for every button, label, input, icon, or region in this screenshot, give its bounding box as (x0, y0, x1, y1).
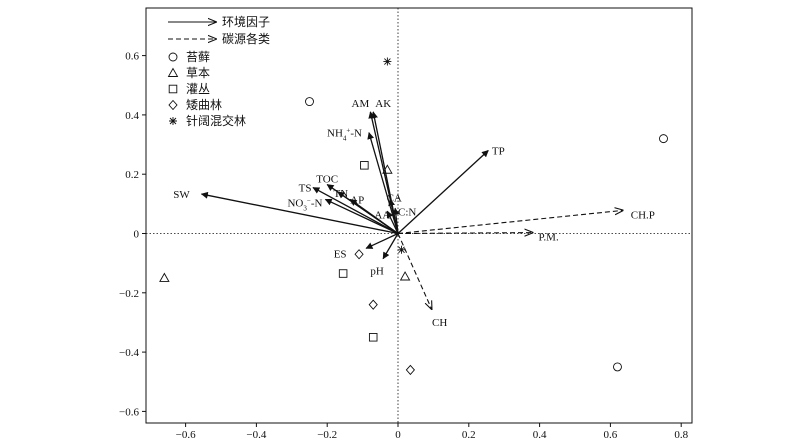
diamond-marker (405, 364, 415, 376)
square-marker (368, 333, 378, 342)
vector-label: TN (333, 188, 348, 200)
x-tick-label: 0.4 (533, 429, 547, 441)
legend-marker-label: 苔藓 (186, 50, 210, 64)
vector-label: C:N (398, 206, 416, 218)
circle-marker (613, 362, 622, 372)
y-tick-label: 0.4 (125, 110, 139, 122)
x-tick-label: −0.2 (317, 429, 337, 441)
y-tick-label: 0 (134, 229, 140, 241)
x-tick-label: 0 (395, 429, 401, 441)
x-tick-label: −0.6 (176, 429, 196, 441)
x-tick-label: 0.2 (462, 429, 476, 441)
env-vector-arrow (397, 150, 489, 234)
x-tick-label: −0.4 (246, 429, 266, 441)
legend-diamond-marker (168, 99, 178, 111)
vector-label: AK (375, 98, 391, 110)
legend-square-marker (168, 84, 178, 94)
y-tick-label: 0.6 (125, 51, 139, 63)
x-tick-label: 0.6 (604, 429, 618, 441)
plot-frame (145, 7, 693, 424)
vector-label: SW (173, 189, 190, 201)
sample-points (159, 57, 668, 376)
vector-label: AA (374, 209, 390, 221)
triangle-marker (159, 272, 170, 282)
x-tick-label: 0.8 (674, 429, 688, 441)
vector-label: P.M. (539, 232, 559, 244)
axis-ticks: −0.6 −0.4 −0.2 0 0.2 0.4 0.6 0.8 −0.6 −0.4 −0.2 0 0.… (119, 51, 689, 441)
env-vector-arrow (388, 198, 399, 234)
vector-label: AM (352, 98, 370, 110)
legend-marker-label: 针阔混交林 (186, 113, 246, 128)
env-vector-arrow (312, 186, 399, 235)
vector-label: TS (299, 183, 312, 195)
triangle-marker (399, 271, 411, 281)
y-tick-label: −0.4 (119, 347, 139, 359)
env-vector-arrow (382, 233, 399, 260)
legend-marker-label: 草本 (186, 66, 210, 80)
env-vector-arrow (200, 191, 399, 235)
circle-marker (305, 97, 314, 107)
legend-circle-marker (168, 52, 178, 62)
carbon-vector-arrow (397, 210, 623, 235)
legend-label-carbon: 碳源各类 (222, 31, 270, 46)
vectors: SW AM AK NH4+-N TP TS TOC TN NO3−-N AP CA AA C:N ES pH… (173, 98, 655, 329)
diamond-marker (368, 299, 378, 310)
zero-lines (146, 8, 692, 423)
legend-label-env: 环境因子 (222, 14, 270, 29)
vector-label: CH (432, 317, 447, 329)
y-tick-label: 0.2 (125, 169, 139, 181)
env-vector-arrow (365, 232, 399, 249)
vector-label: NO3−-N (287, 196, 322, 212)
carbon-vector-arrow (397, 233, 432, 310)
diamond-marker (354, 249, 364, 260)
triangle-marker (382, 164, 393, 174)
y-tick-label: −0.2 (119, 288, 139, 300)
env-vector-arrow (324, 198, 399, 235)
vector-label: NH4+-N (327, 127, 362, 143)
legend-asterisk-marker (169, 117, 177, 125)
vector-label: TOC (316, 174, 338, 186)
vector-label: pH (370, 266, 384, 278)
y-tick-label: −0.6 (119, 406, 139, 418)
vector-label: CH.P (631, 209, 655, 221)
square-marker (338, 269, 348, 278)
vector-label: AP (350, 194, 364, 206)
carbon-vector-arrow (397, 233, 533, 234)
env-vector-arrow (386, 210, 399, 234)
env-vector-arrow (349, 198, 399, 235)
asterisk-marker (397, 245, 406, 254)
square-marker (360, 161, 369, 170)
vector-label: CA (387, 192, 402, 204)
vector-label: ES (334, 248, 347, 260)
asterisk-marker (383, 57, 392, 66)
legend-triangle-marker (167, 67, 179, 77)
vector-label: TP (492, 145, 505, 157)
legend-marker-label: 矮曲林 (186, 98, 222, 112)
env-vector-arrow (392, 207, 400, 234)
legend-marker-label: 灌丛 (186, 82, 210, 96)
circle-marker (659, 134, 668, 144)
